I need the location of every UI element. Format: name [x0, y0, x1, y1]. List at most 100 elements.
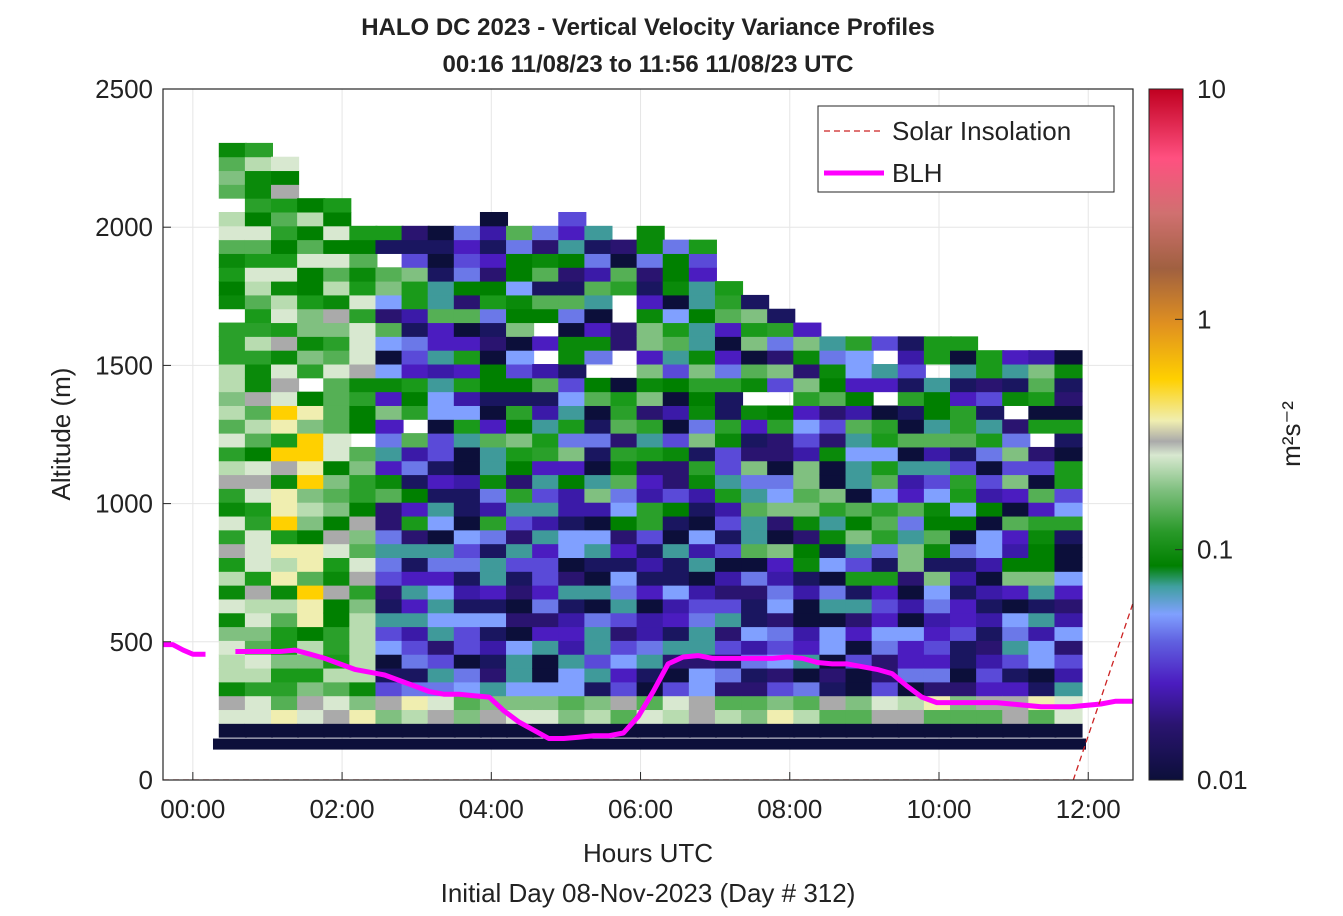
- heatmap-cell: [244, 364, 273, 379]
- heatmap-cell: [479, 585, 509, 600]
- heatmap-cell: [819, 612, 848, 628]
- heatmap-cell: [897, 654, 926, 669]
- heatmap-cell: [767, 695, 796, 711]
- heatmap-cell: [558, 598, 587, 614]
- heatmap-cell: [453, 474, 482, 489]
- heatmap-cell: [976, 529, 1005, 545]
- heatmap-cell: [923, 598, 952, 614]
- chart-title-line2: 00:16 11/08/23 to 11:56 11/08/23 UTC: [443, 51, 854, 78]
- heatmap-cell: [532, 668, 561, 683]
- heatmap-cell: [506, 364, 535, 379]
- heatmap-cell: [662, 668, 691, 683]
- heatmap-cell: [532, 294, 561, 310]
- heatmap-cell: [558, 294, 587, 310]
- heatmap-cell: [1002, 668, 1031, 683]
- heatmap-cell: [401, 612, 430, 628]
- heatmap-cell: [427, 294, 456, 310]
- heatmap-cell: [506, 294, 535, 310]
- heatmap-cell: [271, 460, 300, 476]
- heatmap-cell: [427, 598, 456, 614]
- heatmap-cell: [349, 612, 378, 628]
- heatmap-cell: [218, 239, 247, 254]
- heatmap-cell: [297, 446, 326, 462]
- heatmap-cell: [767, 322, 796, 337]
- heatmap-cell: [819, 543, 848, 558]
- heatmap-cell: [323, 681, 352, 697]
- heatmap-cell: [532, 308, 561, 324]
- heatmap-cell: [427, 322, 456, 337]
- heatmap-cell: [1028, 516, 1057, 531]
- heatmap-cell: [506, 681, 535, 697]
- heatmap-cell: [375, 502, 404, 517]
- heatmap-cell: [976, 516, 1005, 531]
- heatmap-cell: [349, 640, 378, 655]
- heatmap-cell: [479, 598, 509, 614]
- heatmap-cell: [950, 668, 979, 683]
- heatmap-cell: [218, 336, 247, 351]
- heatmap-cell: [871, 336, 900, 351]
- heatmap-cell: [532, 267, 561, 282]
- heatmap-cell: [662, 364, 691, 379]
- heatmap-cell: [532, 460, 561, 476]
- heatmap-cell: [244, 322, 273, 337]
- heatmap-cell: [871, 488, 900, 503]
- heatmap-cell: [741, 598, 770, 614]
- heatmap-cell: [375, 598, 404, 614]
- heatmap-cell: [453, 654, 482, 669]
- heatmap-cell: [714, 405, 744, 420]
- heatmap-cell: [323, 350, 352, 365]
- heatmap-cell: [767, 571, 796, 586]
- heatmap-cell: [767, 529, 796, 545]
- heatmap-cell: [479, 723, 509, 738]
- heatmap-cell: [610, 557, 639, 572]
- heatmap-cell: [506, 529, 535, 545]
- heatmap-cell: [1002, 598, 1031, 614]
- heatmap-cell: [871, 419, 900, 434]
- heatmap-cell: [427, 433, 456, 448]
- heatmap-cell: [662, 419, 691, 434]
- heatmap-cell: [323, 198, 352, 213]
- heatmap-cell: [636, 598, 665, 614]
- heatmap-cell: [636, 626, 665, 641]
- heatmap-cell: [427, 723, 456, 738]
- heatmap-cell: [323, 709, 352, 724]
- heatmap-cell: [323, 433, 352, 448]
- heatmap-cell: [297, 626, 326, 641]
- heatmap-cell: [584, 377, 613, 393]
- heatmap-cell: [479, 377, 509, 393]
- heatmap-cell: [923, 433, 952, 448]
- heatmap-cell: [453, 350, 482, 365]
- heatmap-cell: [427, 350, 456, 365]
- heatmap-cell: [767, 364, 796, 379]
- heatmap-cell: [297, 695, 326, 711]
- heatmap-cell: [558, 668, 587, 683]
- heatmap-cell: [584, 419, 613, 434]
- heatmap-cell: [923, 654, 952, 669]
- heatmap-cell: [427, 488, 456, 503]
- heatmap-cell: [584, 488, 613, 503]
- heatmap-cell: [558, 364, 587, 379]
- heatmap-cell: [1028, 709, 1057, 724]
- heatmap-cell: [427, 364, 456, 379]
- heatmap-cell: [218, 529, 247, 545]
- heatmap-cell: [584, 695, 613, 711]
- heatmap-cell: [767, 474, 796, 489]
- heatmap-cell: [558, 502, 587, 517]
- heatmap-cell: [297, 585, 326, 600]
- heatmap-cell: [401, 294, 430, 310]
- heatmap-cell: [453, 281, 482, 296]
- heatmap-cell: [741, 294, 770, 310]
- heatmap-cell: [1002, 640, 1031, 655]
- heatmap-cell: [506, 308, 535, 324]
- heatmap-cell: [845, 391, 874, 406]
- heatmap-cell: [871, 640, 900, 655]
- heatmap-cell: [506, 391, 535, 406]
- line-series: [163, 602, 1133, 780]
- heatmap-cell: [793, 723, 822, 738]
- heatmap-cell: [662, 723, 691, 738]
- heatmap-cell: [793, 585, 822, 600]
- heatmap-cell: [767, 488, 796, 503]
- heatmap-cell: [845, 364, 874, 379]
- heatmap-cell: [244, 516, 273, 531]
- heatmap-cell: [923, 336, 952, 351]
